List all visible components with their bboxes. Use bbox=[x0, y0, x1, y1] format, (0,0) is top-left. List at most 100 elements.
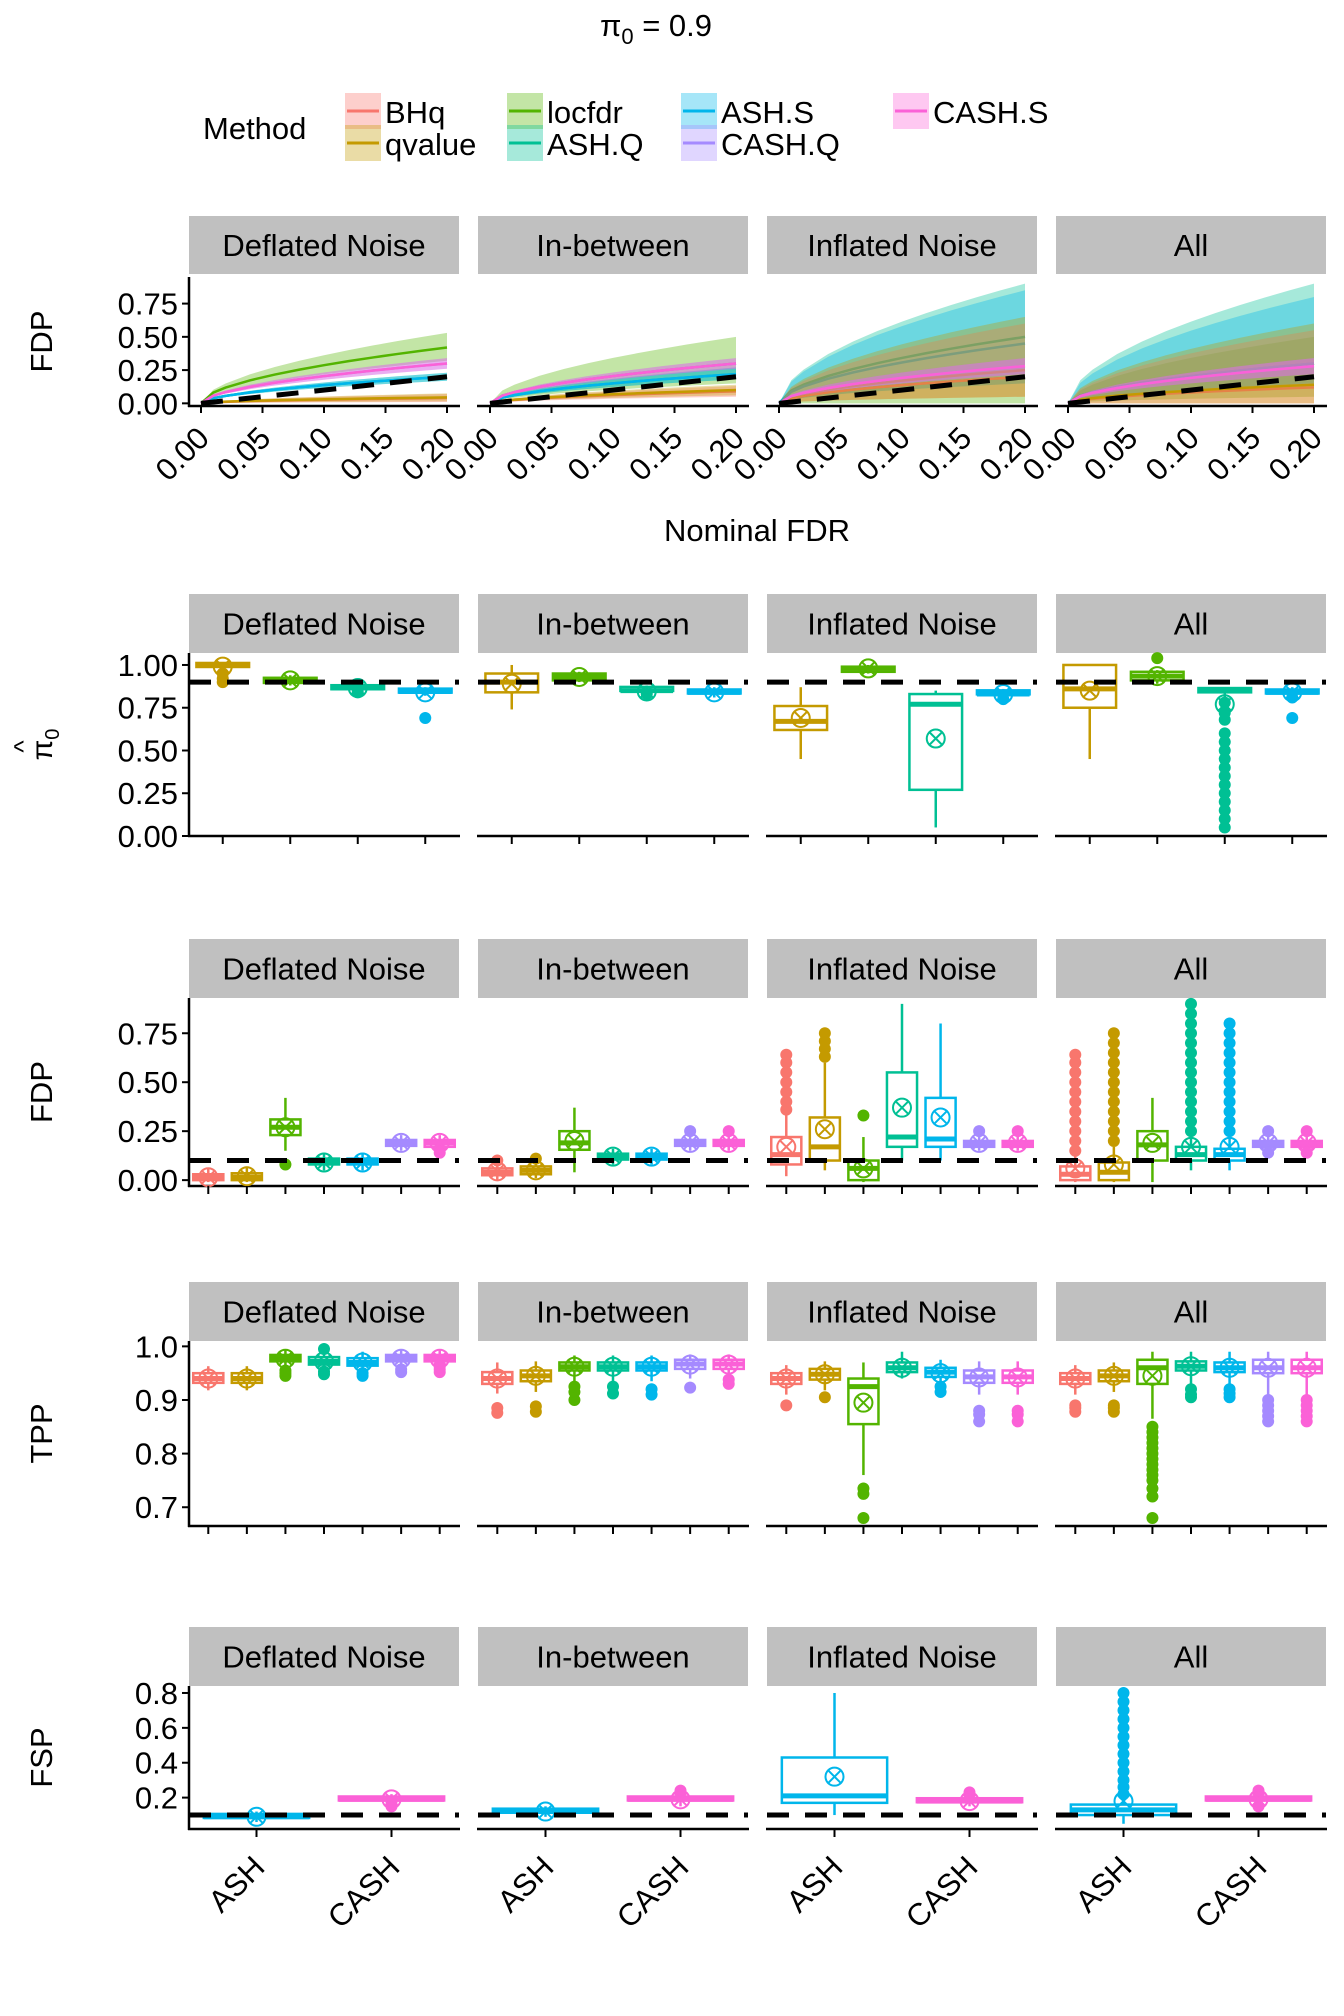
boxplot-ash-q bbox=[619, 681, 675, 702]
x-tick-label: ASH bbox=[491, 1849, 561, 1919]
boxplot-bhq bbox=[480, 1362, 514, 1419]
mean-marker-cross bbox=[995, 686, 1011, 702]
mean-marker-cross bbox=[1217, 696, 1233, 713]
facet-strip-label: Deflated Noise bbox=[222, 952, 425, 987]
outlier-point bbox=[1185, 1037, 1197, 1050]
outlier-point bbox=[1107, 1125, 1120, 1138]
boxplot-locfdr bbox=[847, 1109, 880, 1183]
panel-in-between: In-between ASH CASH bbox=[477, 1627, 749, 1935]
legend-label: locfdr bbox=[547, 95, 623, 130]
y-axis-label: FSP bbox=[24, 1727, 59, 1787]
outlier-point bbox=[1117, 1695, 1130, 1708]
y-tick-label: 0.50 bbox=[118, 733, 178, 768]
y-axis-label: π0 bbox=[26, 729, 64, 761]
boxplot-cash-q bbox=[1251, 1351, 1285, 1428]
outlier-point bbox=[1185, 997, 1197, 1010]
mean-marker-cross bbox=[855, 1394, 872, 1411]
y-tick-label: 0.75 bbox=[118, 691, 178, 726]
mean-marker-cross bbox=[932, 1109, 949, 1126]
outlier-point bbox=[1107, 1046, 1120, 1059]
outlier-point bbox=[1117, 1756, 1130, 1769]
boxplot-locfdr bbox=[1136, 1097, 1169, 1183]
outlier-point bbox=[1185, 1115, 1197, 1128]
mean-marker bbox=[429, 1348, 450, 1369]
outlier-point bbox=[1218, 821, 1231, 834]
mean-marker bbox=[1258, 1357, 1279, 1378]
line-cash-s bbox=[778, 364, 1026, 405]
mean-marker bbox=[1248, 1789, 1269, 1810]
panel-inflated-noise: Inflated Noise bbox=[766, 1282, 1038, 1534]
outlier-point bbox=[780, 1066, 793, 1079]
mean-marker bbox=[1296, 1132, 1317, 1153]
facet-strip bbox=[189, 1627, 459, 1686]
facet-strip bbox=[1056, 216, 1326, 274]
mean-marker bbox=[275, 1348, 296, 1369]
x-tick-label: 0.05 bbox=[1077, 420, 1144, 487]
outlier-point bbox=[1069, 1115, 1082, 1128]
facet-strip-label: In-between bbox=[536, 228, 689, 263]
line-ash-q bbox=[778, 335, 1026, 405]
boxplot-qvalue bbox=[230, 1366, 264, 1391]
outlier-point bbox=[1185, 1095, 1197, 1108]
facet-strip bbox=[189, 216, 459, 274]
outlier-point bbox=[1069, 1399, 1082, 1412]
mean-marker-cross bbox=[1250, 1791, 1267, 1808]
facet-strip-label: Deflated Noise bbox=[222, 1295, 425, 1330]
outlier-point bbox=[1069, 1125, 1082, 1138]
panel-inflated-noise: Inflated Noise ASH CASH bbox=[766, 1627, 1038, 1935]
mean-marker-cross bbox=[826, 1768, 843, 1785]
outlier-point bbox=[1107, 1037, 1120, 1050]
y-label-hat: ^ bbox=[8, 740, 38, 753]
mean-marker-cross bbox=[1010, 1135, 1026, 1151]
mean-marker bbox=[1103, 1154, 1124, 1175]
y-tick-label: 0.75 bbox=[118, 1016, 178, 1051]
facet-strip-label: In-between bbox=[536, 1640, 689, 1675]
outlier-point bbox=[973, 1404, 986, 1417]
mean-marker bbox=[198, 1368, 219, 1389]
outlier-point bbox=[318, 1365, 330, 1378]
outlier-point bbox=[1218, 761, 1231, 774]
mean-marker bbox=[429, 1132, 450, 1153]
panel-in-between: In-between bbox=[477, 1282, 749, 1534]
boxplot-bhq bbox=[769, 1365, 803, 1412]
chart-title: π0 = 0.9 bbox=[600, 8, 712, 49]
x-tick-label: 0.10 bbox=[850, 420, 917, 487]
facet-strip bbox=[767, 1282, 1037, 1341]
facet-strip-label: All bbox=[1174, 1295, 1208, 1330]
mean-marker bbox=[1142, 1132, 1163, 1153]
x-tick-label: ASH bbox=[780, 1849, 850, 1919]
outlier-point bbox=[1117, 1765, 1130, 1778]
boxplot-qvalue bbox=[195, 656, 251, 689]
boxplot-locfdr bbox=[269, 1348, 302, 1382]
mean-marker bbox=[1219, 1357, 1240, 1378]
facet-strip bbox=[767, 216, 1037, 274]
mean-marker bbox=[1007, 1132, 1028, 1153]
mean-marker-cross bbox=[1115, 1793, 1132, 1809]
facet-strip-label: In-between bbox=[536, 607, 689, 642]
outlier-point bbox=[1146, 1511, 1159, 1524]
mean-marker-cross bbox=[639, 683, 655, 700]
mean-marker-cross bbox=[1067, 1370, 1083, 1387]
mean-marker bbox=[236, 1368, 257, 1389]
x-tick-label: 0.00 bbox=[727, 420, 794, 487]
legend-item-cash-q: CASH.Q bbox=[681, 125, 840, 162]
boxplot-bhq bbox=[191, 1366, 225, 1391]
facet-strip-label: In-between bbox=[536, 952, 689, 987]
y-tick-label: 0.4 bbox=[135, 1746, 178, 1781]
outlier-point bbox=[1011, 1404, 1024, 1417]
facet-strip bbox=[478, 1627, 748, 1686]
boxplot-ash-q bbox=[1174, 997, 1208, 1171]
facet-strip bbox=[767, 939, 1037, 998]
outlier-point bbox=[1218, 753, 1231, 766]
boxplot-cash bbox=[915, 1786, 1024, 1812]
y-tick-label: 0.00 bbox=[118, 386, 178, 421]
outlier-point bbox=[1185, 1383, 1197, 1396]
box bbox=[1136, 1358, 1169, 1386]
outlier-point bbox=[1117, 1686, 1130, 1699]
boxplot-cash-s bbox=[1001, 1361, 1035, 1428]
legend-item-ash-s: ASH.S bbox=[681, 93, 814, 130]
ribbon-ash-q bbox=[490, 367, 736, 404]
facet-strip-label: All bbox=[1174, 607, 1208, 642]
